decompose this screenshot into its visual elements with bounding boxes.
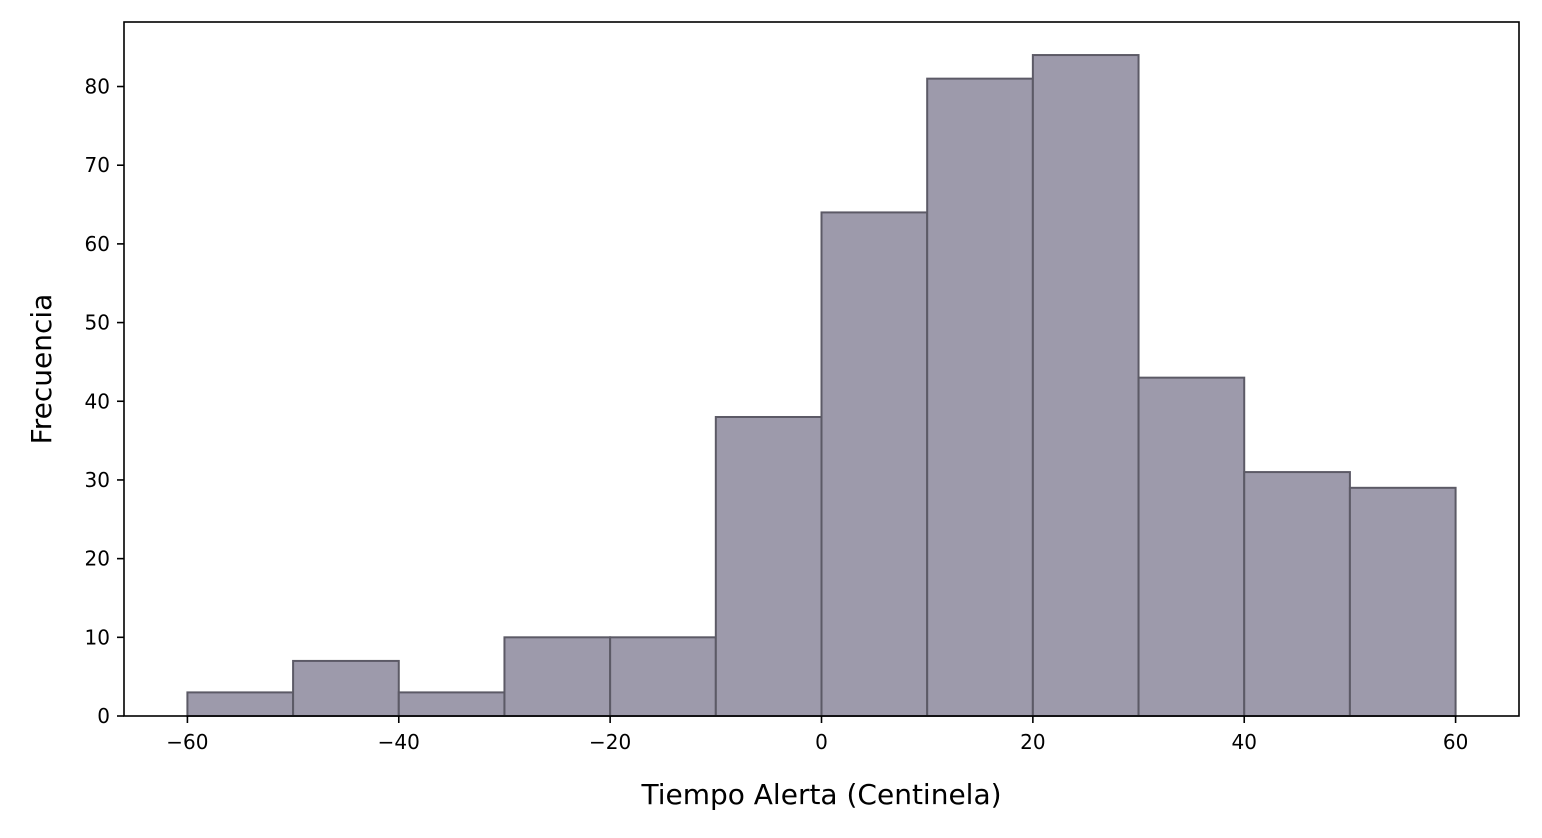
histogram-bar [926, 77, 1034, 717]
y-axis-title: Frecuencia [25, 294, 58, 445]
histogram-bar [292, 659, 400, 718]
x-tick-label: −60 [166, 730, 208, 754]
histogram-bar [1348, 486, 1457, 717]
histogram-bar [1137, 376, 1246, 717]
x-tick-label: −40 [378, 730, 420, 754]
y-tick-label: 20 [85, 547, 110, 571]
histogram-bar [1243, 471, 1351, 717]
y-tick-label: 40 [85, 389, 110, 413]
y-tick-label: 0 [97, 704, 110, 728]
histogram-bar [820, 211, 929, 717]
x-tick-label: 20 [1020, 730, 1045, 754]
histogram-bar [609, 636, 717, 717]
histogram-bar [1031, 54, 1140, 718]
y-axis-ticks: 0 10 20 30 40 50 60 70 80 [85, 75, 124, 728]
bars-layer [186, 54, 1457, 718]
x-axis-title: Tiempo Alerta (Centinela) [640, 778, 1001, 811]
x-tick-label: −20 [589, 730, 631, 754]
x-tick-label: 40 [1232, 730, 1257, 754]
x-axis-ticks: −60 −40 −20 0 20 40 60 [166, 716, 1468, 754]
y-tick-label: 50 [85, 311, 110, 335]
histogram-bar [397, 691, 506, 717]
y-tick-label: 10 [85, 625, 110, 649]
histogram-bar [714, 415, 823, 717]
y-tick-label: 60 [85, 232, 110, 256]
y-tick-label: 70 [85, 153, 110, 177]
histogram-bar [186, 691, 295, 717]
y-tick-label: 80 [85, 75, 110, 99]
y-tick-label: 30 [85, 468, 110, 492]
histogram-bar [503, 636, 612, 717]
x-tick-label: 60 [1443, 730, 1468, 754]
x-tick-label: 0 [815, 730, 828, 754]
